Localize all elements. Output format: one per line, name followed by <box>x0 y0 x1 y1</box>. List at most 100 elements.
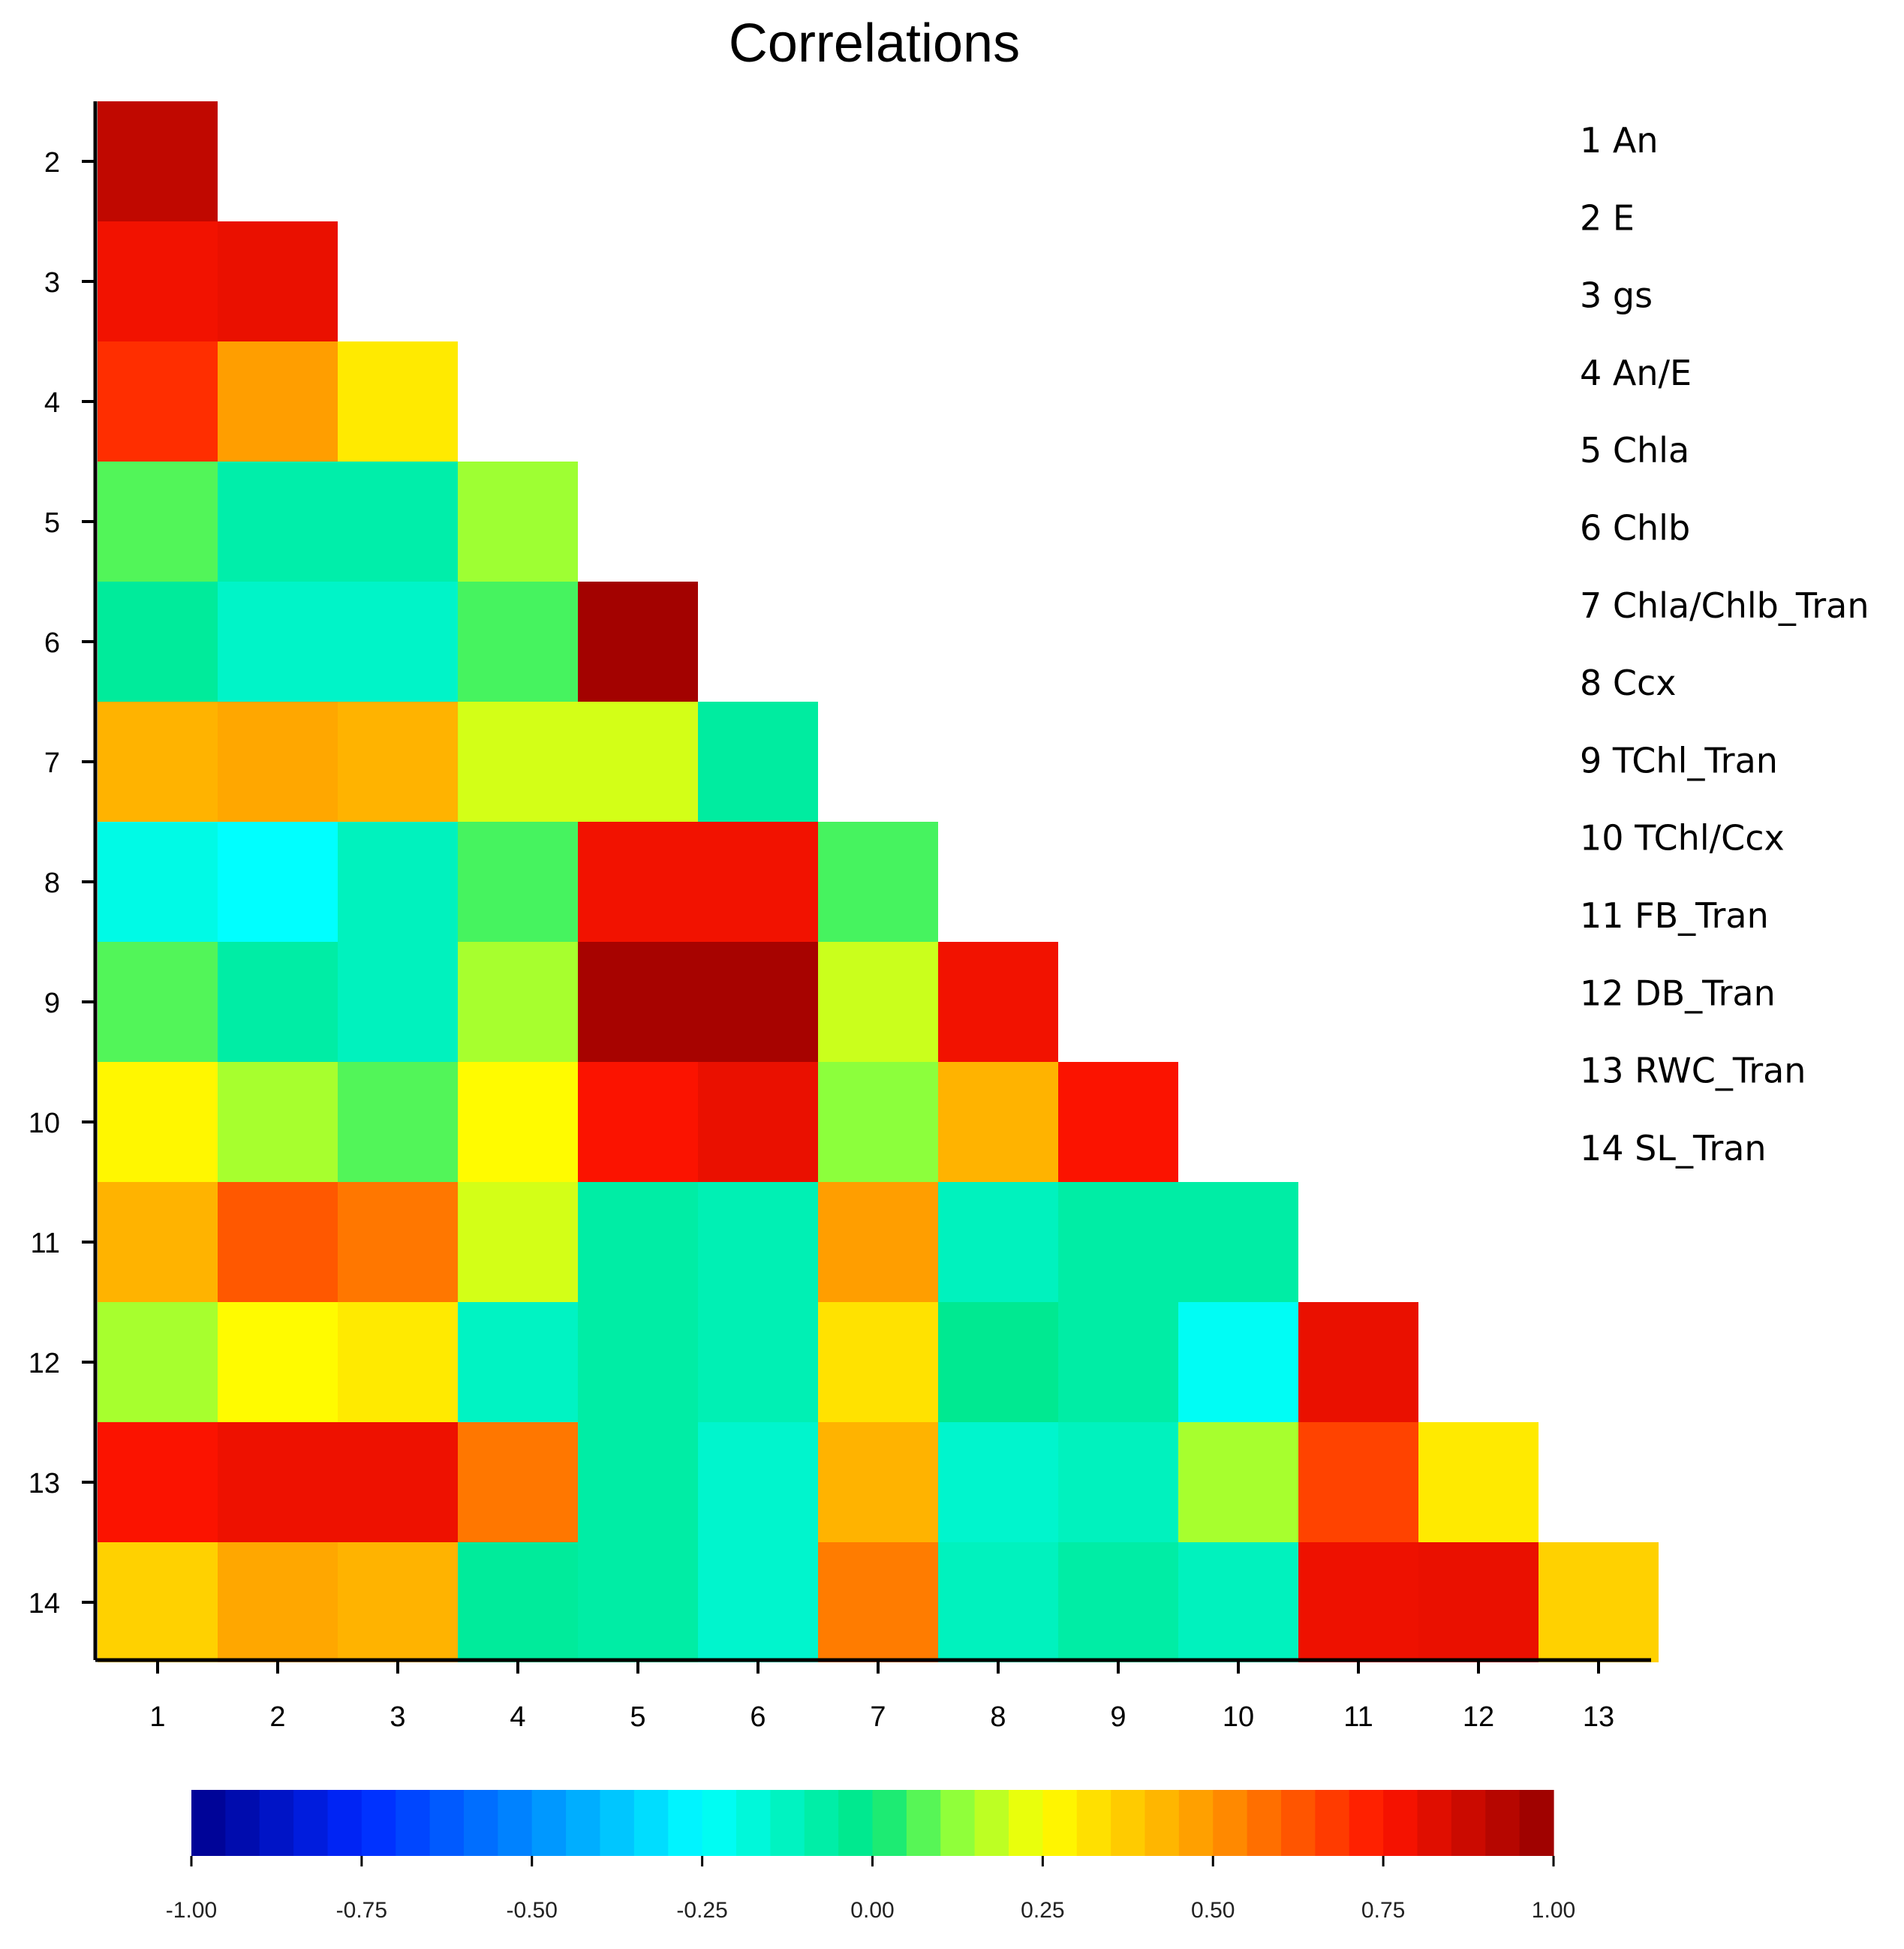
colorbar-segment <box>498 1790 533 1856</box>
heatmap-cell <box>818 1182 938 1302</box>
heatmap-cell <box>938 1542 1058 1662</box>
legend-entry: 1 An <box>1580 120 1659 161</box>
heatmap-cell <box>218 221 338 341</box>
heatmap-cell <box>98 341 218 462</box>
heatmap-cell <box>98 942 218 1062</box>
legend-entry: 3 gs <box>1580 275 1653 316</box>
colorbar-segment <box>293 1790 329 1856</box>
legend-entry: 5 Chla <box>1580 430 1689 471</box>
colorbar: -1.00 -0.75 -0.50 -0.25 0.00 0.25 0.50 0.75 1.00 <box>166 1790 1575 1923</box>
colorbar-segment <box>464 1790 498 1856</box>
colorbar-tick-label: -0.75 <box>336 1898 387 1923</box>
colorbar-tick-label: 0.50 <box>1191 1898 1235 1923</box>
heatmap-cell <box>98 822 218 942</box>
heatmap-cell <box>218 1062 338 1182</box>
heatmap-cell <box>818 1302 938 1422</box>
y-tick-label: 3 <box>44 267 60 299</box>
colorbar-segment <box>191 1790 226 1856</box>
chart-title: Correlations <box>729 14 1020 74</box>
heatmap-cell <box>1178 1542 1298 1662</box>
legend-entry: 13 RWC_Tran <box>1580 1051 1806 1091</box>
heatmap-cell <box>218 702 338 822</box>
heatmap-cell <box>458 822 578 942</box>
legend-entry: 7 Chla/Chlb_Tran <box>1580 585 1869 626</box>
colorbar-tick-label: 1.00 <box>1532 1898 1575 1923</box>
x-tick-label: 11 <box>1343 1701 1373 1733</box>
heatmap-cell <box>578 822 698 942</box>
colorbar-segment <box>600 1790 635 1856</box>
heatmap-cell <box>578 582 698 702</box>
x-axis-ticks: 1 2 3 4 5 6 7 8 9 10 11 12 13 <box>149 1660 1614 1733</box>
heatmap-cell <box>938 942 1058 1062</box>
y-tick-label: 7 <box>44 747 60 779</box>
heatmap-cell <box>458 582 578 702</box>
x-tick-label: 12 <box>1463 1701 1494 1733</box>
colorbar-tick-label: 0.00 <box>850 1898 894 1923</box>
heatmap-cell <box>1539 1542 1659 1662</box>
colorbar-segment <box>1315 1790 1350 1856</box>
colorbar-tick-label: -1.00 <box>166 1898 217 1923</box>
colorbar-segment <box>974 1790 1009 1856</box>
colorbar-segment <box>1519 1790 1554 1856</box>
heatmap-cell <box>218 582 338 702</box>
heatmap-cell <box>98 1062 218 1182</box>
heatmap-cell <box>98 1182 218 1302</box>
heatmap-cell <box>458 1062 578 1182</box>
heatmap-cell <box>338 1182 458 1302</box>
legend-entry: 6 Chlb <box>1580 508 1690 549</box>
heatmap-cell <box>98 702 218 822</box>
heatmap-cell <box>578 702 698 822</box>
colorbar-segment <box>1145 1790 1180 1856</box>
y-tick-label: 11 <box>31 1228 60 1259</box>
heatmap-cell <box>698 1182 818 1302</box>
colorbar-segment <box>940 1790 976 1856</box>
colorbar-segment <box>633 1790 669 1856</box>
heatmap-cell <box>1058 1182 1178 1302</box>
y-tick-label: 10 <box>29 1108 60 1139</box>
heatmap-cell <box>98 1422 218 1542</box>
heatmap-cell <box>98 221 218 341</box>
heatmap-cell <box>698 1062 818 1182</box>
colorbar-tick-label: 0.75 <box>1361 1898 1405 1923</box>
colorbar-segment <box>668 1790 703 1856</box>
colorbar-segment <box>327 1790 362 1856</box>
colorbar-segment <box>1247 1790 1282 1856</box>
colorbar-segment <box>838 1790 874 1856</box>
colorbar-segment <box>1417 1790 1452 1856</box>
heatmap-cell <box>218 341 338 462</box>
legend-entry: 4 An/E <box>1580 353 1692 393</box>
heatmap-cell <box>578 1302 698 1422</box>
heatmap-cell <box>98 1302 218 1422</box>
colorbar-segment <box>1009 1790 1043 1856</box>
x-tick-label: 10 <box>1223 1701 1254 1733</box>
colorbar-segment <box>1485 1790 1520 1856</box>
heatmap-cell <box>338 702 458 822</box>
heatmap-cell <box>698 822 818 942</box>
x-tick-label: 1 <box>149 1701 165 1733</box>
heatmap-cell <box>218 822 338 942</box>
heatmap-cell <box>338 1542 458 1662</box>
heatmap-cell <box>338 462 458 582</box>
legend-entry: 14 SL_Tran <box>1580 1128 1767 1168</box>
heatmap-cell <box>578 1182 698 1302</box>
x-tick-label: 3 <box>390 1701 405 1733</box>
heatmap-cell <box>938 1182 1058 1302</box>
colorbar-segment <box>1281 1790 1316 1856</box>
colorbar-segment <box>736 1790 771 1856</box>
x-tick-label: 8 <box>990 1701 1006 1733</box>
colorbar-segment <box>1076 1790 1111 1856</box>
variable-legend: 1 An 2 E 3 gs 4 An/E 5 Chla 6 Chlb 7 Chla/Chlb… <box>1580 120 1869 1168</box>
x-tick-label: 7 <box>870 1701 886 1733</box>
colorbar-segment <box>804 1790 839 1856</box>
colorbar-segment <box>1383 1790 1418 1856</box>
heatmap-cell <box>1178 1302 1298 1422</box>
y-tick-label: 8 <box>44 868 60 899</box>
heatmap-cell <box>938 1062 1058 1182</box>
y-tick-label: 14 <box>29 1588 60 1620</box>
colorbar-segment <box>770 1790 805 1856</box>
heatmap-cell <box>1298 1422 1418 1542</box>
heatmap-cell <box>218 1422 338 1542</box>
x-tick-label: 5 <box>630 1701 645 1733</box>
y-tick-label: 12 <box>29 1348 60 1379</box>
